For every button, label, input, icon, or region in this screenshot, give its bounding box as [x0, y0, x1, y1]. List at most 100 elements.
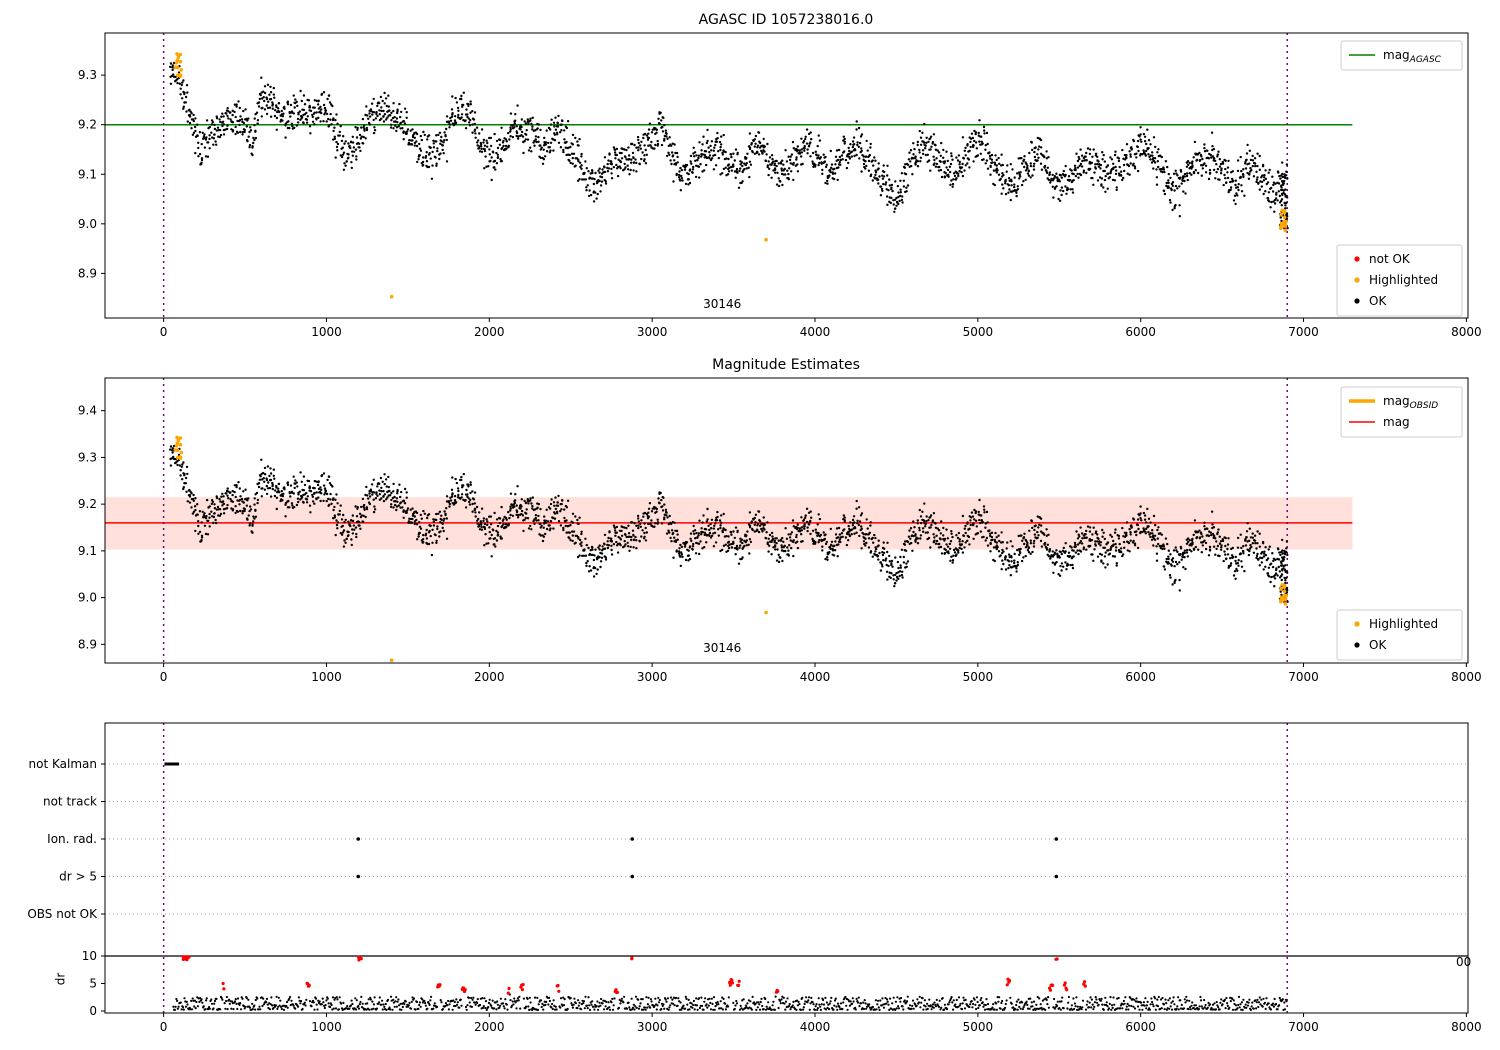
ok-point — [964, 541, 967, 544]
ok-point — [995, 541, 998, 544]
ok-point — [254, 515, 258, 518]
ok-point — [415, 523, 419, 526]
ok-point — [1033, 162, 1036, 165]
ok-point — [730, 169, 734, 172]
ok-point — [950, 555, 953, 558]
ok-point — [457, 493, 460, 497]
ok-point — [331, 104, 334, 108]
ok-point — [976, 154, 980, 157]
ok-point — [673, 143, 676, 146]
ok-point — [1074, 543, 1077, 547]
ok-point — [757, 153, 761, 156]
ok-point — [1155, 183, 1159, 186]
ok-point — [821, 172, 824, 175]
ok-point — [817, 163, 820, 167]
ok-point — [327, 94, 331, 97]
ok-point — [1027, 551, 1031, 554]
ok-point — [565, 126, 569, 130]
ok-point — [918, 529, 921, 532]
ok-point — [800, 151, 804, 154]
ok-point — [787, 172, 790, 176]
ok-point — [777, 539, 780, 542]
ok-point — [821, 549, 824, 552]
ok-point — [997, 550, 1001, 553]
ok-point — [280, 109, 283, 113]
ok-point — [610, 172, 613, 175]
ok-point — [1262, 192, 1265, 196]
ok-point — [435, 512, 438, 516]
ok-point — [445, 495, 449, 498]
ok-point — [964, 524, 967, 528]
ok-point — [200, 538, 203, 542]
ok-point — [902, 561, 906, 564]
ok-point — [672, 556, 675, 559]
ok-point — [623, 539, 626, 543]
ok-point — [278, 110, 281, 114]
ok-point — [1243, 194, 1246, 197]
ok-point — [700, 149, 703, 152]
ok-point — [302, 501, 305, 504]
ok-point — [267, 100, 270, 103]
ok-point — [188, 115, 192, 118]
ok-point — [792, 525, 795, 528]
ok-point — [890, 187, 893, 191]
ok-point — [460, 116, 463, 119]
ok-point — [982, 125, 986, 129]
ok-point — [339, 125, 342, 128]
ok-point — [256, 498, 260, 502]
ok-point — [693, 155, 696, 158]
ok-point — [719, 526, 722, 530]
ok-point — [843, 142, 846, 145]
ok-point — [1174, 169, 1177, 172]
ok-point — [1059, 564, 1062, 568]
ok-point — [581, 178, 584, 181]
ok-point — [204, 516, 208, 520]
ok-point — [636, 514, 640, 518]
ok-point — [962, 156, 965, 160]
ok-point — [569, 539, 572, 542]
ok-point — [1106, 563, 1109, 566]
ok-point — [578, 516, 581, 519]
ok-point — [216, 505, 220, 509]
ok-point — [468, 503, 472, 506]
ok-point — [315, 118, 318, 121]
ok-point — [867, 546, 871, 549]
ok-point — [992, 169, 996, 172]
ok-point — [440, 514, 443, 517]
ok-point — [651, 128, 654, 131]
ok-point — [419, 149, 423, 152]
ok-point — [839, 158, 842, 162]
ok-point — [930, 145, 933, 148]
ok-point — [544, 141, 548, 144]
ok-point — [218, 118, 221, 121]
ok-point — [516, 516, 520, 519]
ok-point — [606, 540, 609, 543]
ok-point — [434, 156, 437, 159]
legend-point-status-item-label: OK — [1369, 294, 1387, 308]
ok-point — [431, 150, 434, 154]
ok-point — [845, 543, 849, 547]
ok-point — [882, 164, 885, 167]
ok-point — [1079, 162, 1083, 166]
ok-point — [522, 529, 525, 533]
ok-point — [850, 155, 853, 158]
ok-point — [1074, 166, 1077, 170]
ok-point — [889, 201, 892, 205]
ok-point — [601, 168, 604, 171]
ok-point — [294, 479, 297, 482]
ok-point — [355, 155, 358, 158]
ok-point — [369, 108, 373, 111]
ok-point — [350, 538, 353, 541]
ok-point — [445, 507, 448, 510]
ok-point — [1049, 557, 1052, 560]
ok-point — [1154, 145, 1157, 149]
ok-point — [198, 152, 202, 156]
ok-point — [800, 155, 803, 158]
ok-point — [1016, 563, 1020, 567]
ok-point — [565, 140, 568, 144]
ok-point — [1216, 153, 1220, 156]
ok-point — [930, 523, 933, 527]
ok-point — [343, 520, 346, 524]
ok-point — [562, 528, 565, 532]
ok-point — [970, 511, 974, 514]
